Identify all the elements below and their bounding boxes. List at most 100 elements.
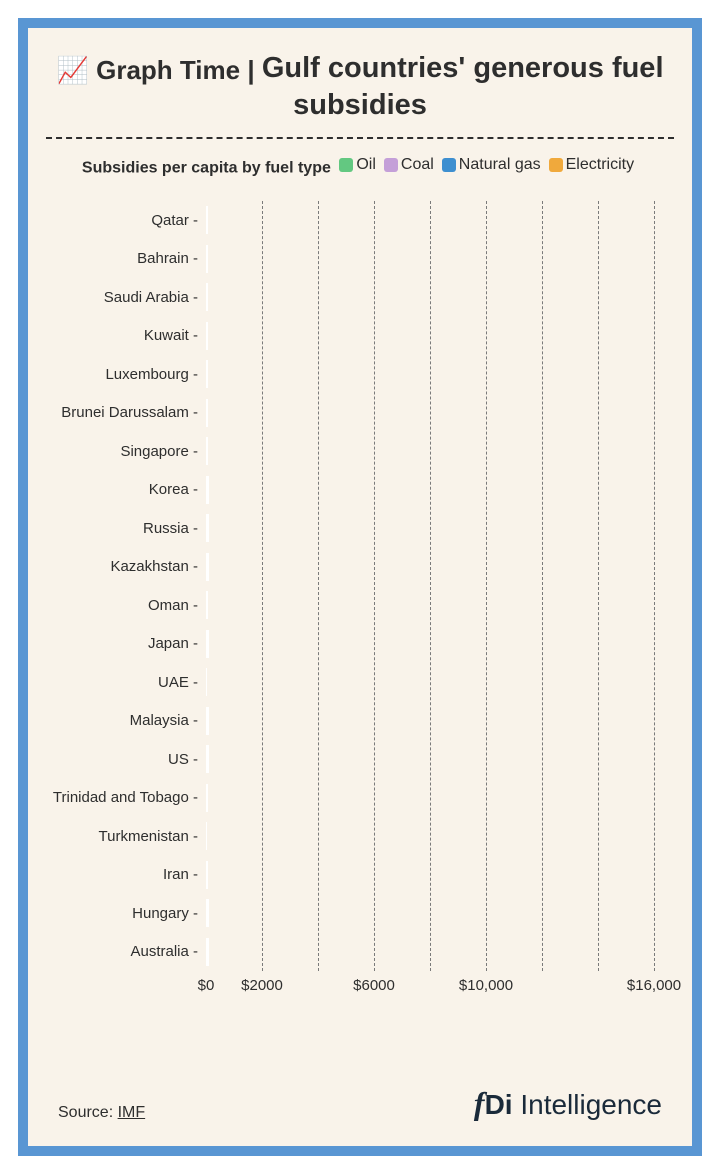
brand-f: f xyxy=(474,1085,485,1121)
row-label: Oman - xyxy=(148,597,206,614)
gridline xyxy=(598,201,599,971)
brand-logo: fDi Intelligence xyxy=(474,1085,662,1122)
bar-group xyxy=(206,630,209,658)
bar-group xyxy=(206,899,209,927)
row-label: Iran - xyxy=(163,866,206,883)
source-link[interactable]: IMF xyxy=(118,1104,146,1121)
row-label: Qatar - xyxy=(151,212,206,229)
row-label: Kazakhstan - xyxy=(110,558,206,575)
plot-area: $0$2000$6000$10,000$16,000Qatar -Bahrain… xyxy=(206,201,654,971)
row-label: Singapore - xyxy=(120,443,206,460)
bar-group xyxy=(206,476,209,504)
bar-group xyxy=(206,283,208,311)
bar-group xyxy=(206,668,207,696)
data-row: Australia - xyxy=(206,938,654,966)
row-label: Turkmenistan - xyxy=(99,828,206,845)
data-row: Kazakhstan - xyxy=(206,553,654,581)
legend-swatch xyxy=(339,158,353,172)
seg-gas xyxy=(208,514,209,542)
row-label: US - xyxy=(168,751,206,768)
seg-gas xyxy=(208,899,209,927)
seg-gas xyxy=(208,630,209,658)
legend-item: Oil xyxy=(339,151,376,180)
seg-gas xyxy=(207,360,208,388)
x-axis-label: $2000 xyxy=(241,971,283,994)
legend-swatch xyxy=(549,158,563,172)
seg-gas xyxy=(208,553,209,581)
bar-group xyxy=(206,861,208,889)
bar-group xyxy=(206,437,208,465)
gridline xyxy=(262,201,263,971)
legend-swatch xyxy=(442,158,456,172)
legend-item-label: Coal xyxy=(401,151,434,180)
gridline xyxy=(654,201,655,971)
data-row: Saudi Arabia - xyxy=(206,283,654,311)
gridline xyxy=(486,201,487,971)
seg-gas xyxy=(207,322,208,350)
legend-item: Coal xyxy=(384,151,434,180)
seg-gas xyxy=(207,206,208,234)
source-line: Source: IMF xyxy=(58,1104,145,1122)
bar-group xyxy=(206,360,208,388)
gridline xyxy=(374,201,375,971)
footer: Source: IMF fDi Intelligence xyxy=(58,1085,662,1122)
bar-group xyxy=(206,591,208,619)
data-row: Hungary - xyxy=(206,899,654,927)
row-label: Trinidad and Tobago - xyxy=(53,789,206,806)
data-row: US - xyxy=(206,745,654,773)
bar-group xyxy=(206,707,209,735)
seg-gas xyxy=(208,476,209,504)
row-label: Korea - xyxy=(149,481,206,498)
bar-group xyxy=(206,399,208,427)
seg-gas xyxy=(208,745,209,773)
bar-group xyxy=(206,745,209,773)
legend-item: Natural gas xyxy=(442,151,541,180)
legend-item-label: Oil xyxy=(356,151,376,180)
data-row: Qatar - xyxy=(206,206,654,234)
data-row: Bahrain - xyxy=(206,245,654,273)
gridline xyxy=(542,201,543,971)
row-label: Japan - xyxy=(148,635,206,652)
brand-di: Di xyxy=(485,1089,513,1120)
data-row: Singapore - xyxy=(206,437,654,465)
bar-group xyxy=(206,784,208,812)
row-label: Saudi Arabia - xyxy=(104,289,206,306)
seg-gas xyxy=(207,437,208,465)
x-axis-label: $0 xyxy=(198,971,215,994)
seg-gas xyxy=(207,399,208,427)
title-text: Gulf countries' generous fuel subsidies xyxy=(262,52,664,121)
gridline xyxy=(430,201,431,971)
seg-gas xyxy=(207,591,208,619)
outer-container: 📈 Graph Time | Gulf countries' generous … xyxy=(0,0,720,1174)
seg-gas xyxy=(208,938,209,966)
x-axis-label: $6000 xyxy=(353,971,395,994)
data-row: Iran - xyxy=(206,861,654,889)
data-row: Trinidad and Tobago - xyxy=(206,784,654,812)
row-label: Australia - xyxy=(130,943,206,960)
data-row: Russia - xyxy=(206,514,654,542)
data-row: Korea - xyxy=(206,476,654,504)
row-label: Malaysia - xyxy=(130,712,206,729)
chart-icon: 📈 Graph Time | xyxy=(57,55,262,85)
row-label: Brunei Darussalam - xyxy=(61,404,206,421)
x-axis-label: $16,000 xyxy=(627,971,681,994)
legend-item: Electricity xyxy=(549,151,634,180)
bar-group xyxy=(206,553,209,581)
seg-gas xyxy=(207,861,208,889)
seg-gas xyxy=(207,245,208,273)
data-row: Oman - xyxy=(206,591,654,619)
data-row: Brunei Darussalam - xyxy=(206,399,654,427)
legend-swatch xyxy=(384,158,398,172)
gridline xyxy=(318,201,319,971)
row-label: Luxembourg - xyxy=(105,366,206,383)
row-label: Bahrain - xyxy=(137,250,206,267)
chart-area: $0$2000$6000$10,000$16,000Qatar -Bahrain… xyxy=(46,201,674,1001)
seg-oil xyxy=(206,822,207,850)
row-label: Russia - xyxy=(143,520,206,537)
bar-group xyxy=(206,514,209,542)
bar-group xyxy=(206,938,209,966)
brand-rest: Intelligence xyxy=(513,1089,662,1120)
seg-gas xyxy=(208,707,209,735)
bar-group xyxy=(206,206,208,234)
data-row: UAE - xyxy=(206,668,654,696)
